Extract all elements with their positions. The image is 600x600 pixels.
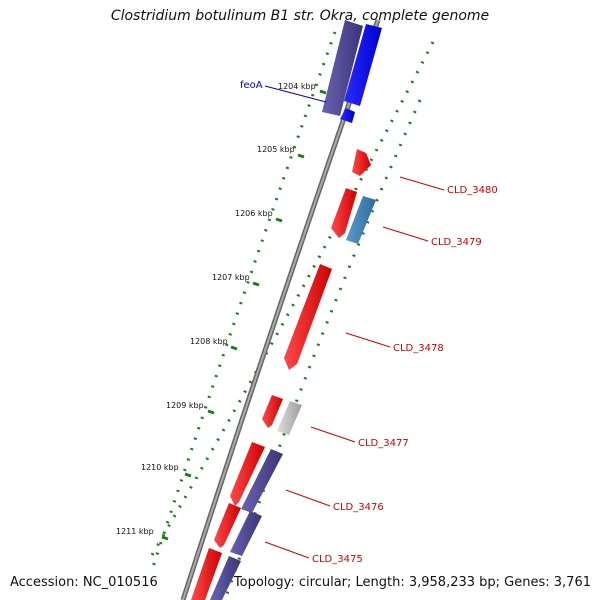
map-title: Clostridium botulinum B1 str. Okra, comp… — [110, 8, 490, 24]
cds-CLD-3476[interactable] — [230, 442, 265, 506]
tick-labels: 1204 kbp 1205 kbp 1206 kbp 1207 kbp 1208… — [116, 82, 316, 536]
gene-labels: feoA CLD_3480 CLD_3479 CLD_3478 CLD_3477… — [240, 80, 498, 565]
cds-feoA[interactable] — [340, 108, 355, 123]
gene-label-CLD-3475: CLD_3475 — [312, 554, 363, 565]
tick-label-1207: 1207 kbp — [212, 273, 250, 282]
cds-CLD-3477[interactable] — [262, 395, 283, 428]
major-ticks — [161, 89, 327, 541]
cds-CLD-3478[interactable] — [284, 264, 332, 370]
cds-red-bottom[interactable] — [191, 548, 222, 600]
genome-summary: Topology: circular; Length: 3,958,233 bp… — [233, 575, 591, 590]
gene-label-feoA: feoA — [240, 80, 263, 91]
tick-label-1206: 1206 kbp — [235, 209, 273, 218]
tick-label-1209: 1209 kbp — [166, 401, 204, 410]
tick-label-1208: 1208 kbp — [190, 337, 228, 346]
tick-label-1211: 1211 kbp — [116, 527, 154, 536]
cds-purple-top[interactable] — [322, 20, 363, 116]
outer-tick-ring — [146, 41, 435, 563]
tick-label-1205: 1205 kbp — [257, 145, 295, 154]
cds-CLD-3477-gray[interactable] — [277, 401, 302, 435]
gene-label-CLD-3476: CLD_3476 — [333, 502, 384, 513]
gene-label-CLD-3477: CLD_3477 — [358, 438, 409, 449]
inner-tick-ring — [150, 31, 337, 571]
cds-CLD-3480[interactable] — [352, 149, 371, 176]
cds-CLD-3479[interactable] — [331, 188, 357, 238]
tick-label-1210: 1210 kbp — [141, 463, 179, 472]
accession-label: Accession: NC_010516 — [10, 575, 158, 590]
cds-purple-mid[interactable] — [241, 449, 283, 513]
label-leaders — [264, 85, 445, 559]
cds-purple-bottom[interactable] — [210, 556, 241, 600]
cds-purple-lower[interactable] — [230, 511, 262, 556]
cds-CLD-3479-steel[interactable] — [346, 196, 376, 244]
gene-label-CLD-3480: CLD_3480 — [447, 185, 498, 196]
genome-backbone-highlight — [182, 19, 379, 600]
gene-label-CLD-3478: CLD_3478 — [393, 343, 444, 354]
tick-label-1204: 1204 kbp — [278, 82, 316, 91]
cds-CLD-3475[interactable] — [214, 503, 241, 548]
cds-blue-top[interactable] — [344, 24, 382, 106]
gene-label-CLD-3479: CLD_3479 — [431, 237, 482, 248]
